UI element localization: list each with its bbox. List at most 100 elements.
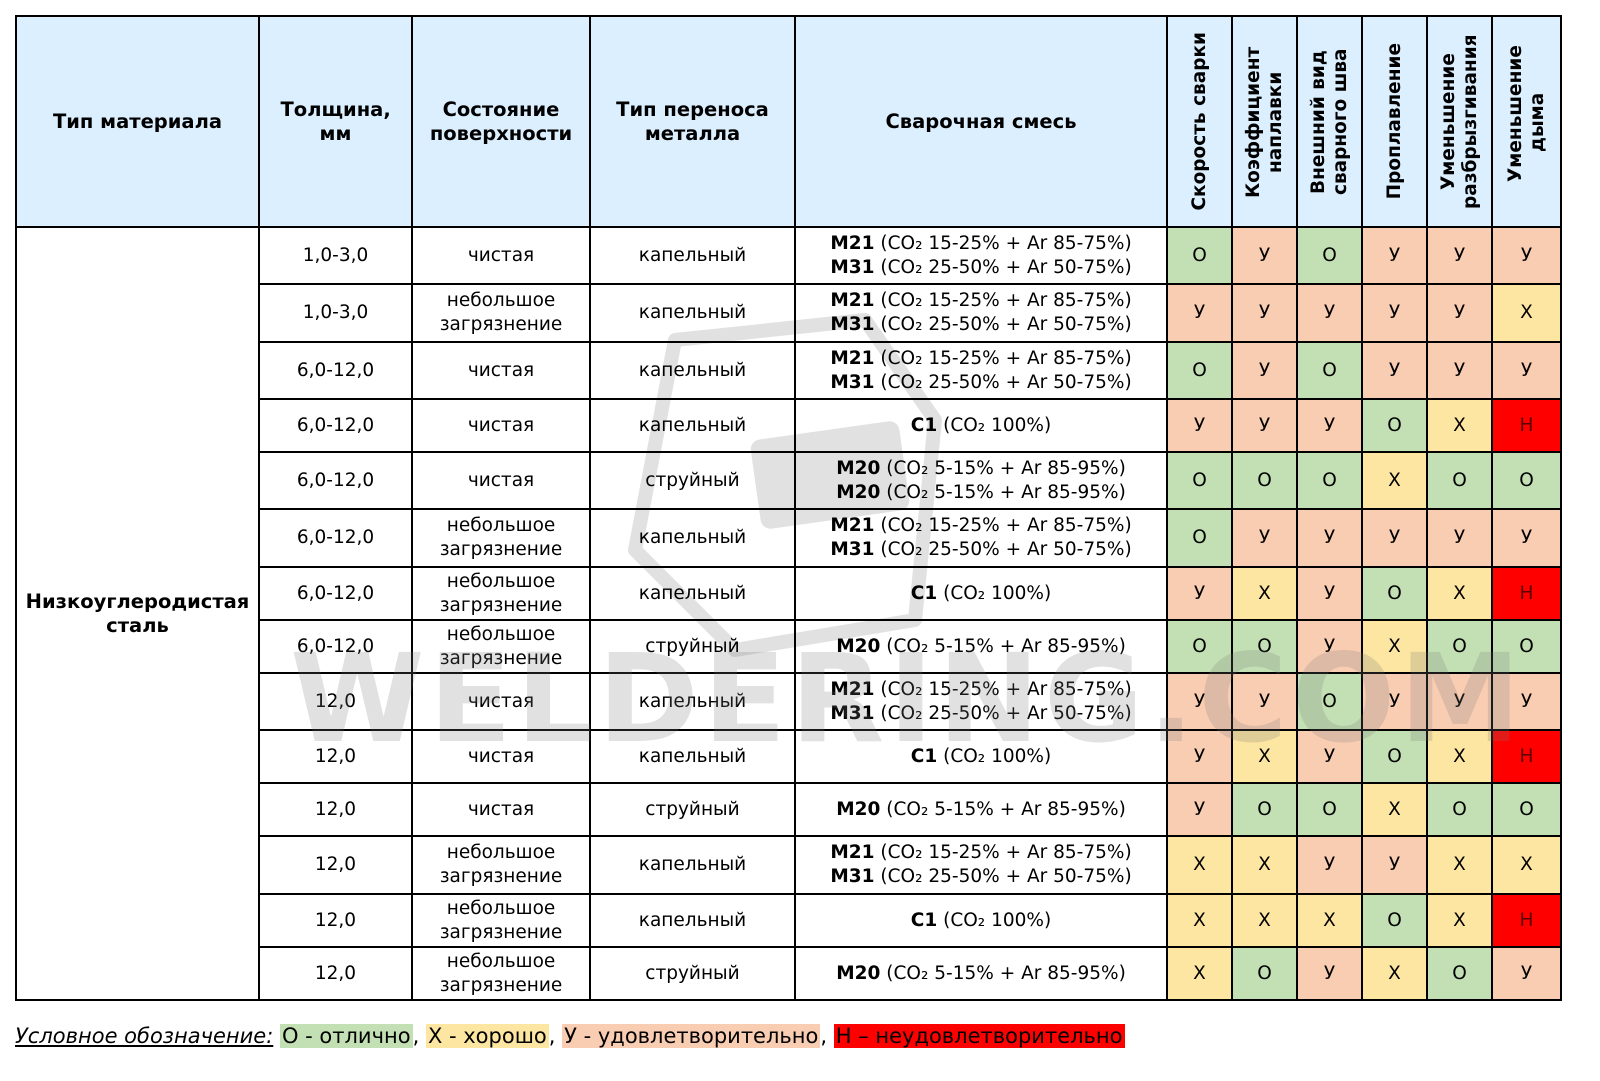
legend-satisfactory: У - удовлетворительно xyxy=(562,1024,821,1048)
mix-composition: (CO₂ 100%) xyxy=(943,909,1052,931)
header-rating-label: Скорость сварки xyxy=(1188,32,1210,211)
thickness-cell: 6,0-12,0 xyxy=(258,566,413,621)
rating-cell: Х xyxy=(1426,893,1493,948)
thickness-cell-text: 6,0-12,0 xyxy=(296,469,375,491)
rating-cell: Н xyxy=(1491,566,1562,621)
transfer-cell-text: струйный xyxy=(645,798,740,820)
rating-cell: О xyxy=(1491,451,1562,510)
mix-composition: (CO₂ 25-50% + Ar 50-75%) xyxy=(880,866,1132,887)
mix-composition: (CO₂ 5-15% + Ar 85-95%) xyxy=(886,457,1126,479)
surface-cell-text: чистая xyxy=(467,244,535,266)
rating-cell: О xyxy=(1361,893,1428,948)
mix-line: M21 (CO₂ 15-25% + Ar 85-75%) xyxy=(796,841,1166,865)
surface-cell: небольшое загрязнение xyxy=(411,946,591,1001)
surface-cell-text: небольшое загрязнение xyxy=(439,897,563,943)
rating-cell: У xyxy=(1361,341,1428,400)
surface-cell: небольшое загрязнение xyxy=(411,508,591,568)
rating-cell: У xyxy=(1231,226,1298,285)
rating-cell: Х xyxy=(1361,946,1428,1001)
rating-cell: У xyxy=(1296,508,1363,568)
welding-mix-table: Тип материала Толщина, мм Состояние пове… xyxy=(15,15,1562,1001)
surface-cell: небольшое загрязнение xyxy=(411,893,591,948)
mix-line: C1 (CO₂ 100%) xyxy=(796,582,1166,606)
mix-cell: M20 (CO₂ 5-15% + Ar 85-95%) M20 (CO₂ 5-15… xyxy=(794,451,1168,510)
rating-cell: О xyxy=(1296,451,1363,510)
mix-composition: (CO₂ 5-15% + Ar 85-95%) xyxy=(886,798,1126,820)
rating-cell: Х xyxy=(1491,283,1562,343)
rating-cell: У xyxy=(1296,283,1363,343)
rating-cell: У xyxy=(1491,341,1562,400)
mix-composition: (CO₂ 15-25% + Ar 85-75%) xyxy=(880,347,1132,369)
mix-line: M21 (CO₂ 15-25% + Ar 85-75%) xyxy=(796,678,1166,702)
rating-cell: У xyxy=(1231,508,1298,568)
thickness-cell: 12,0 xyxy=(258,672,413,731)
thickness-cell: 1,0-3,0 xyxy=(258,283,413,343)
rating-cell: О xyxy=(1296,782,1363,837)
mix-code: M20 xyxy=(836,457,881,479)
header-row: Тип материала Толщина, мм Состояние пове… xyxy=(15,15,1562,228)
surface-cell-text: небольшое загрязнение xyxy=(439,842,563,887)
thickness-cell-text: 1,0-3,0 xyxy=(302,302,369,323)
mix-line: C1 (CO₂ 100%) xyxy=(796,745,1166,769)
transfer-cell-text: капельный xyxy=(638,302,747,323)
surface-cell: чистая xyxy=(411,451,591,510)
transfer-cell: капельный xyxy=(589,835,796,895)
mix-code: C1 xyxy=(910,414,938,436)
rating-cell: Х xyxy=(1426,729,1493,784)
mix-composition: (CO₂ 25-50% + Ar 50-75%) xyxy=(880,702,1132,724)
mix-composition: (CO₂ 15-25% + Ar 85-75%) xyxy=(880,290,1132,311)
header-mix: Сварочная смесь xyxy=(794,15,1168,228)
rating-cell: О xyxy=(1426,946,1493,1001)
rating-cell: У xyxy=(1491,508,1562,568)
mix-line: M31 (CO₂ 25-50% + Ar 50-75%) xyxy=(796,313,1166,337)
thickness-cell: 1,0-3,0 xyxy=(258,226,413,285)
mix-line: M31 (CO₂ 25-50% + Ar 50-75%) xyxy=(796,702,1166,726)
mix-cell: M20 (CO₂ 5-15% + Ar 85-95%) xyxy=(794,619,1168,674)
surface-cell: чистая xyxy=(411,729,591,784)
mix-code: M31 xyxy=(830,256,875,278)
surface-cell: чистая xyxy=(411,341,591,400)
header-thickness: Толщина, мм xyxy=(258,15,413,228)
mix-code: M21 xyxy=(830,290,875,311)
mix-composition: (CO₂ 25-50% + Ar 50-75%) xyxy=(880,314,1132,335)
surface-cell-text: небольшое загрязнение xyxy=(439,950,563,996)
transfer-cell: капельный xyxy=(589,893,796,948)
transfer-cell-text: струйный xyxy=(645,962,740,984)
rating-cell: Х xyxy=(1426,398,1493,453)
rating-cell: Х xyxy=(1231,835,1298,895)
header-rating-label: Внешний вид сварного шва xyxy=(1307,48,1351,195)
mix-code: M20 xyxy=(836,635,881,657)
thickness-cell-text: 12,0 xyxy=(314,962,357,984)
rating-cell: Н xyxy=(1491,398,1562,453)
mix-code: C1 xyxy=(910,582,938,604)
rating-cell: О xyxy=(1426,782,1493,837)
header-transfer-label: Тип переноса металла xyxy=(616,97,769,145)
rating-cell: О xyxy=(1231,619,1298,674)
surface-cell-text: небольшое загрязнение xyxy=(439,570,563,616)
header-surface-label: Состояние поверхности xyxy=(429,97,573,145)
table-row: 12,0 чистая струйный M20 (CO₂ 5-15% + Ar 85… xyxy=(16,782,1562,837)
thickness-cell: 6,0-12,0 xyxy=(258,619,413,674)
transfer-cell-text: капельный xyxy=(638,854,747,875)
rating-cell: Х xyxy=(1426,835,1493,895)
surface-cell: небольшое загрязнение xyxy=(411,566,591,621)
surface-cell-text: чистая xyxy=(467,414,535,436)
mix-cell: M21 (CO₂ 15-25% + Ar 85-75%) M31 (CO₂ 25-… xyxy=(794,835,1168,895)
rating-cell: У xyxy=(1166,566,1233,621)
mix-code: M31 xyxy=(830,371,875,393)
table-row: 6,0-12,0 небольшое загрязнение капельный M2… xyxy=(16,508,1562,568)
header-rating-deposition: Коэффициент наплавки xyxy=(1231,15,1298,228)
rating-cell: У xyxy=(1231,672,1298,731)
surface-cell: чистая xyxy=(411,672,591,731)
transfer-cell-text: капельный xyxy=(638,745,747,767)
rating-cell: О xyxy=(1491,782,1562,837)
rating-cell: У xyxy=(1491,946,1562,1001)
rating-cell: У xyxy=(1296,946,1363,1001)
mix-line: M31 (CO₂ 25-50% + Ar 50-75%) xyxy=(796,865,1166,889)
thickness-cell-text: 6,0-12,0 xyxy=(296,414,375,436)
rating-cell: У xyxy=(1296,619,1363,674)
header-thickness-label: Толщина, мм xyxy=(280,97,391,145)
transfer-cell: капельный xyxy=(589,226,796,285)
mix-line: M20 (CO₂ 5-15% + Ar 85-95%) xyxy=(796,635,1166,659)
transfer-cell-text: струйный xyxy=(645,469,740,491)
